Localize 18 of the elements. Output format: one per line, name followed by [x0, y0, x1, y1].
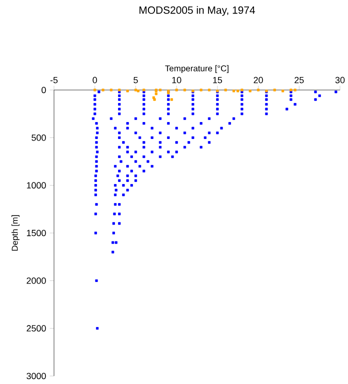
y-tick-label: 3000 [26, 372, 46, 380]
y-tick-label: 500 [32, 134, 46, 141]
x-tick-label: 5 [134, 76, 138, 84]
x-tick-label: 0 [92, 76, 98, 84]
y-tick-label: 2000 [26, 277, 46, 284]
x-tick-label: 25 [294, 76, 304, 84]
x-axis-title: Temperature [°C] [165, 65, 228, 74]
y-axis-title: Depth [m] [12, 215, 20, 251]
y-tick-label: 0 [42, 86, 46, 94]
x-tick-label: 15 [213, 76, 222, 84]
x-tick-label: 10 [172, 76, 182, 84]
x-tick-label: 20 [254, 76, 263, 84]
chart-title: MODS2005 in May, 1974 [140, 6, 256, 16]
y-tick-label: 1000 [26, 182, 46, 189]
y-tick-label: 2500 [26, 325, 46, 332]
y-tick-label: 1500 [26, 230, 46, 236]
x-tick-label: 30 [335, 76, 345, 84]
x-tick-label: -5 [50, 76, 58, 84]
